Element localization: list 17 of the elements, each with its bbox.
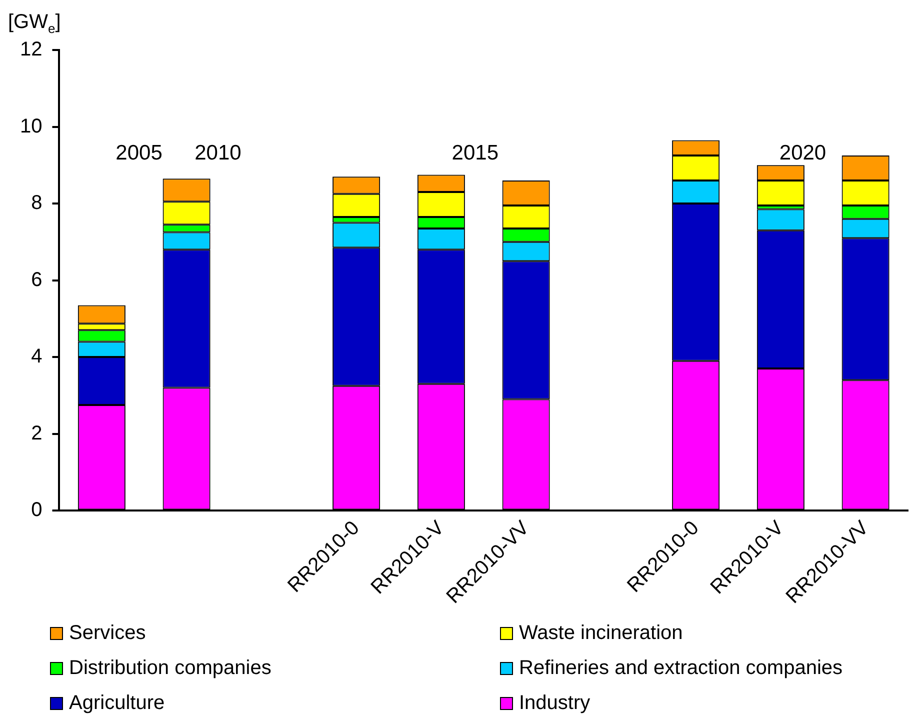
annotation: 2005 — [116, 141, 162, 164]
y-tick-label: 2 — [31, 422, 42, 444]
y-tick-label: 6 — [31, 268, 42, 291]
y-tick-label: 12 — [20, 38, 42, 61]
y-tick-label: 4 — [31, 346, 42, 368]
legend-label: Agriculture — [69, 692, 165, 715]
annotation: 2015 — [452, 141, 498, 164]
legend-label: Refineries and extraction companies — [519, 657, 843, 680]
legend-label: Industry — [519, 692, 590, 715]
y-tick-label: 8 — [31, 192, 42, 214]
y-tick-label: 10 — [20, 115, 42, 138]
legend-label: Services — [69, 622, 146, 645]
legend-label: Waste incineration — [519, 622, 683, 645]
legend-label: Distribution companies — [69, 657, 272, 680]
annotation: 2010 — [194, 141, 242, 164]
y-tick-label: 0 — [31, 499, 42, 522]
annotation: 2020 — [779, 141, 826, 164]
